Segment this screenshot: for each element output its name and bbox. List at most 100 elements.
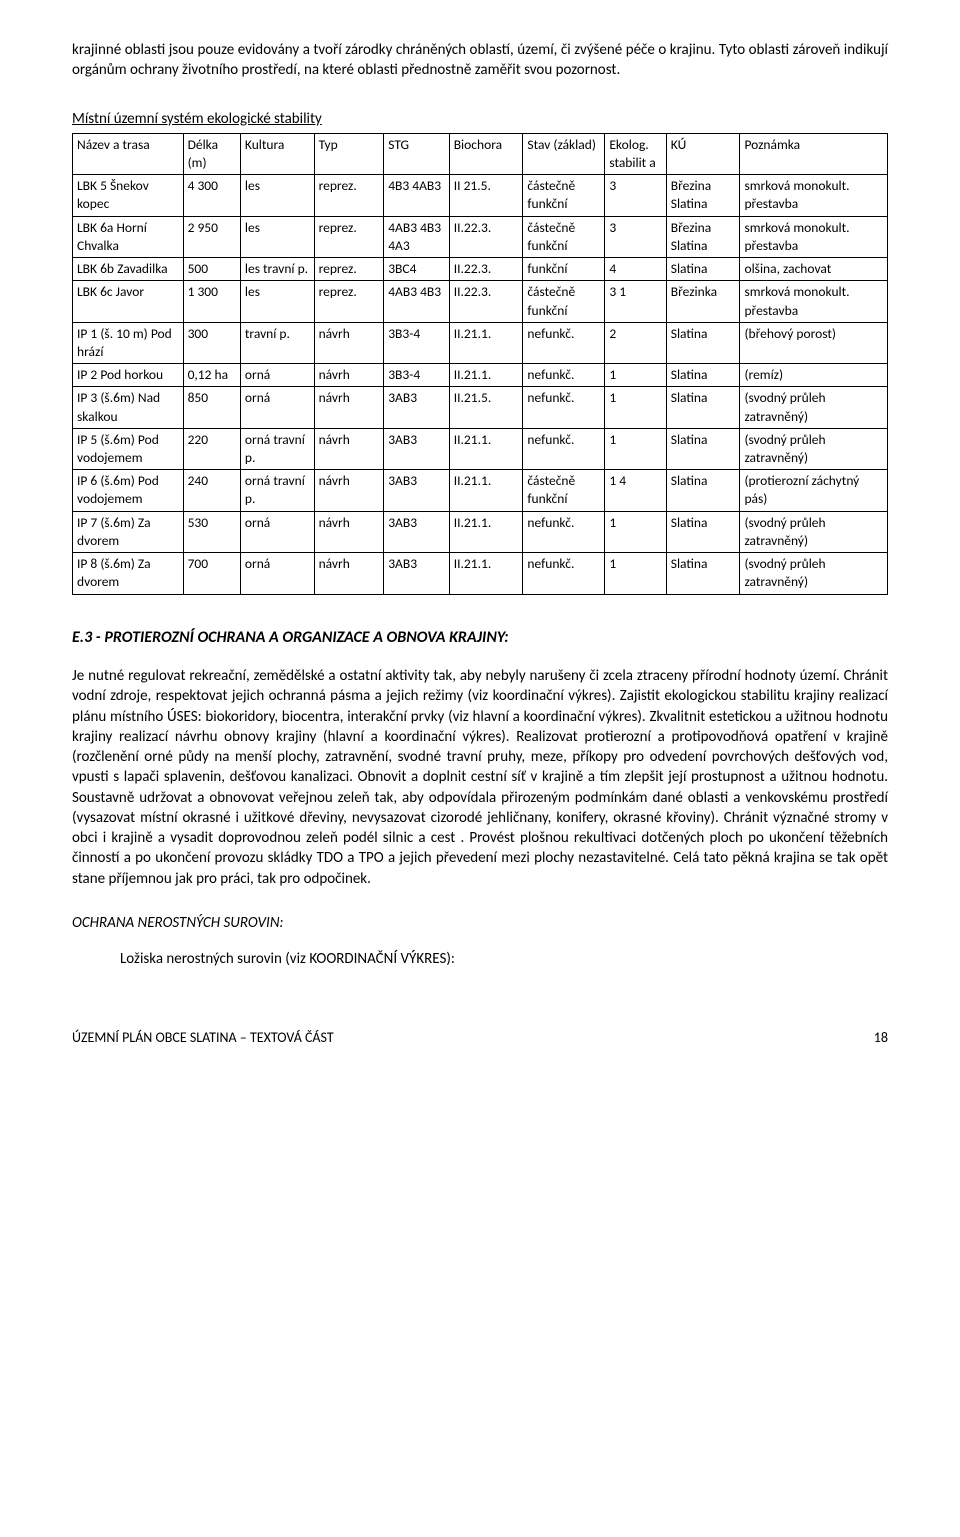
table-header-row: Název a trasa Délka (m) Kultura Typ STG … <box>73 133 888 174</box>
section-heading-e3: E.3 - PROTIEROZNÍ OCHRANA A ORGANIZACE A… <box>72 627 888 649</box>
cell-ekolog: 1 <box>605 364 666 387</box>
cell-stav: částečně funkční <box>523 281 605 322</box>
cell-ekolog: 3 <box>605 216 666 257</box>
cell-stav: částečně funkční <box>523 470 605 511</box>
cell-poznamka: smrková monokult. přestavba <box>740 175 888 216</box>
cell-kultura: orná travní p. <box>240 470 314 511</box>
cell-biochora: II.22.3. <box>449 258 523 281</box>
table-row: IP 1 (š. 10 m) Pod hrází300travní p.návr… <box>73 322 888 363</box>
cell-delka: 220 <box>183 428 240 469</box>
cell-biochora: II.21.1. <box>449 511 523 552</box>
cell-kultura: orná <box>240 511 314 552</box>
cell-biochora: II.21.1. <box>449 428 523 469</box>
cell-ku: Slatina <box>666 553 740 594</box>
cell-kultura: orná travní p. <box>240 428 314 469</box>
cell-stav: částečně funkční <box>523 216 605 257</box>
cell-stav: nefunkč. <box>523 511 605 552</box>
col-kultura: Kultura <box>240 133 314 174</box>
cell-stg: 4AB3 4B3 <box>384 281 450 322</box>
sub-heading-minerals: OCHRANA NEROSTNÝCH SUROVIN: <box>72 913 888 933</box>
cell-stav: nefunkč. <box>523 364 605 387</box>
cell-poznamka: (svodný průleh zatravněný) <box>740 428 888 469</box>
cell-typ: návrh <box>314 511 384 552</box>
cell-biochora: II.21.1. <box>449 364 523 387</box>
footer-title: ÚZEMNÍ PLÁN OBCE SLATINA – TEXTOVÁ ČÁST <box>72 1029 334 1048</box>
cell-nazev: IP 5 (š.6m) Pod vodojemem <box>73 428 184 469</box>
cell-kultura: les <box>240 175 314 216</box>
cell-poznamka: (protierozní záchytný pás) <box>740 470 888 511</box>
cell-delka: 4 300 <box>183 175 240 216</box>
cell-ekolog: 4 <box>605 258 666 281</box>
cell-poznamka: smrková monokult. přestavba <box>740 281 888 322</box>
col-nazev: Název a trasa <box>73 133 184 174</box>
cell-stav: nefunkč. <box>523 387 605 428</box>
cell-ekolog: 1 4 <box>605 470 666 511</box>
cell-nazev: IP 3 (š.6m) Nad skalkou <box>73 387 184 428</box>
col-delka: Délka (m) <box>183 133 240 174</box>
cell-stav: částečně funkční <box>523 175 605 216</box>
cell-stav: funkční <box>523 258 605 281</box>
table-row: LBK 6c Javor1 300lesreprez.4AB3 4B3II.22… <box>73 281 888 322</box>
cell-ku: Slatina <box>666 511 740 552</box>
cell-stg: 3BC4 <box>384 258 450 281</box>
table-row: IP 8 (š.6m) Za dvorem700ornánávrh3AB3II.… <box>73 553 888 594</box>
col-stav: Stav (základ) <box>523 133 605 174</box>
cell-ku: Březinka <box>666 281 740 322</box>
cell-delka: 850 <box>183 387 240 428</box>
cell-kultura: travní p. <box>240 322 314 363</box>
cell-typ: návrh <box>314 470 384 511</box>
cell-nazev: LBK 6a Horní Chvalka <box>73 216 184 257</box>
cell-typ: návrh <box>314 387 384 428</box>
col-biochora: Biochora <box>449 133 523 174</box>
page-footer: ÚZEMNÍ PLÁN OBCE SLATINA – TEXTOVÁ ČÁST … <box>72 1029 888 1048</box>
cell-ekolog: 1 <box>605 511 666 552</box>
cell-biochora: II.22.3. <box>449 281 523 322</box>
cell-nazev: IP 7 (š.6m) Za dvorem <box>73 511 184 552</box>
table-row: LBK 6a Horní Chvalka2 950lesreprez.4AB3 … <box>73 216 888 257</box>
cell-typ: návrh <box>314 428 384 469</box>
cell-kultura: les <box>240 216 314 257</box>
cell-stg: 3B3-4 <box>384 322 450 363</box>
cell-ku: Březina Slatina <box>666 175 740 216</box>
cell-ekolog: 1 <box>605 553 666 594</box>
cell-poznamka: (svodný průleh zatravněný) <box>740 553 888 594</box>
cell-biochora: II.21.1. <box>449 470 523 511</box>
table-row: IP 6 (š.6m) Pod vodojemem240orná travní … <box>73 470 888 511</box>
cell-poznamka: smrková monokult. přestavba <box>740 216 888 257</box>
cell-poznamka: (svodný průleh zatravněný) <box>740 387 888 428</box>
cell-biochora: II.21.1. <box>449 553 523 594</box>
cell-ekolog: 3 <box>605 175 666 216</box>
cell-ku: Slatina <box>666 364 740 387</box>
stability-table: Název a trasa Délka (m) Kultura Typ STG … <box>72 133 888 595</box>
cell-delka: 500 <box>183 258 240 281</box>
intro-paragraph: krajinné oblasti jsou pouze evidovány a … <box>72 40 888 81</box>
col-ekolog: Ekolog. stabilit a <box>605 133 666 174</box>
cell-kultura: les <box>240 281 314 322</box>
cell-delka: 0,12 ha <box>183 364 240 387</box>
cell-kultura: les travní p. <box>240 258 314 281</box>
cell-nazev: IP 1 (š. 10 m) Pod hrází <box>73 322 184 363</box>
cell-nazev: IP 6 (š.6m) Pod vodojemem <box>73 470 184 511</box>
cell-ku: Slatina <box>666 322 740 363</box>
cell-typ: reprez. <box>314 281 384 322</box>
cell-stg: 3AB3 <box>384 511 450 552</box>
table-title: Místní územní systém ekologické stabilit… <box>72 109 888 129</box>
cell-typ: návrh <box>314 553 384 594</box>
cell-delka: 700 <box>183 553 240 594</box>
cell-ku: Slatina <box>666 387 740 428</box>
cell-typ: reprez. <box>314 216 384 257</box>
cell-ku: Březina Slatina <box>666 216 740 257</box>
col-ku: KÚ <box>666 133 740 174</box>
cell-typ: reprez. <box>314 258 384 281</box>
cell-typ: návrh <box>314 322 384 363</box>
footer-page-number: 18 <box>874 1029 888 1048</box>
cell-nazev: LBK 6c Javor <box>73 281 184 322</box>
cell-ekolog: 2 <box>605 322 666 363</box>
cell-stg: 3AB3 <box>384 470 450 511</box>
cell-stg: 3AB3 <box>384 387 450 428</box>
cell-kultura: orná <box>240 387 314 428</box>
cell-kultura: orná <box>240 364 314 387</box>
cell-biochora: II 21.5. <box>449 175 523 216</box>
cell-typ: návrh <box>314 364 384 387</box>
table-row: LBK 5 Šnekov kopec4 300lesreprez.4B3 4AB… <box>73 175 888 216</box>
